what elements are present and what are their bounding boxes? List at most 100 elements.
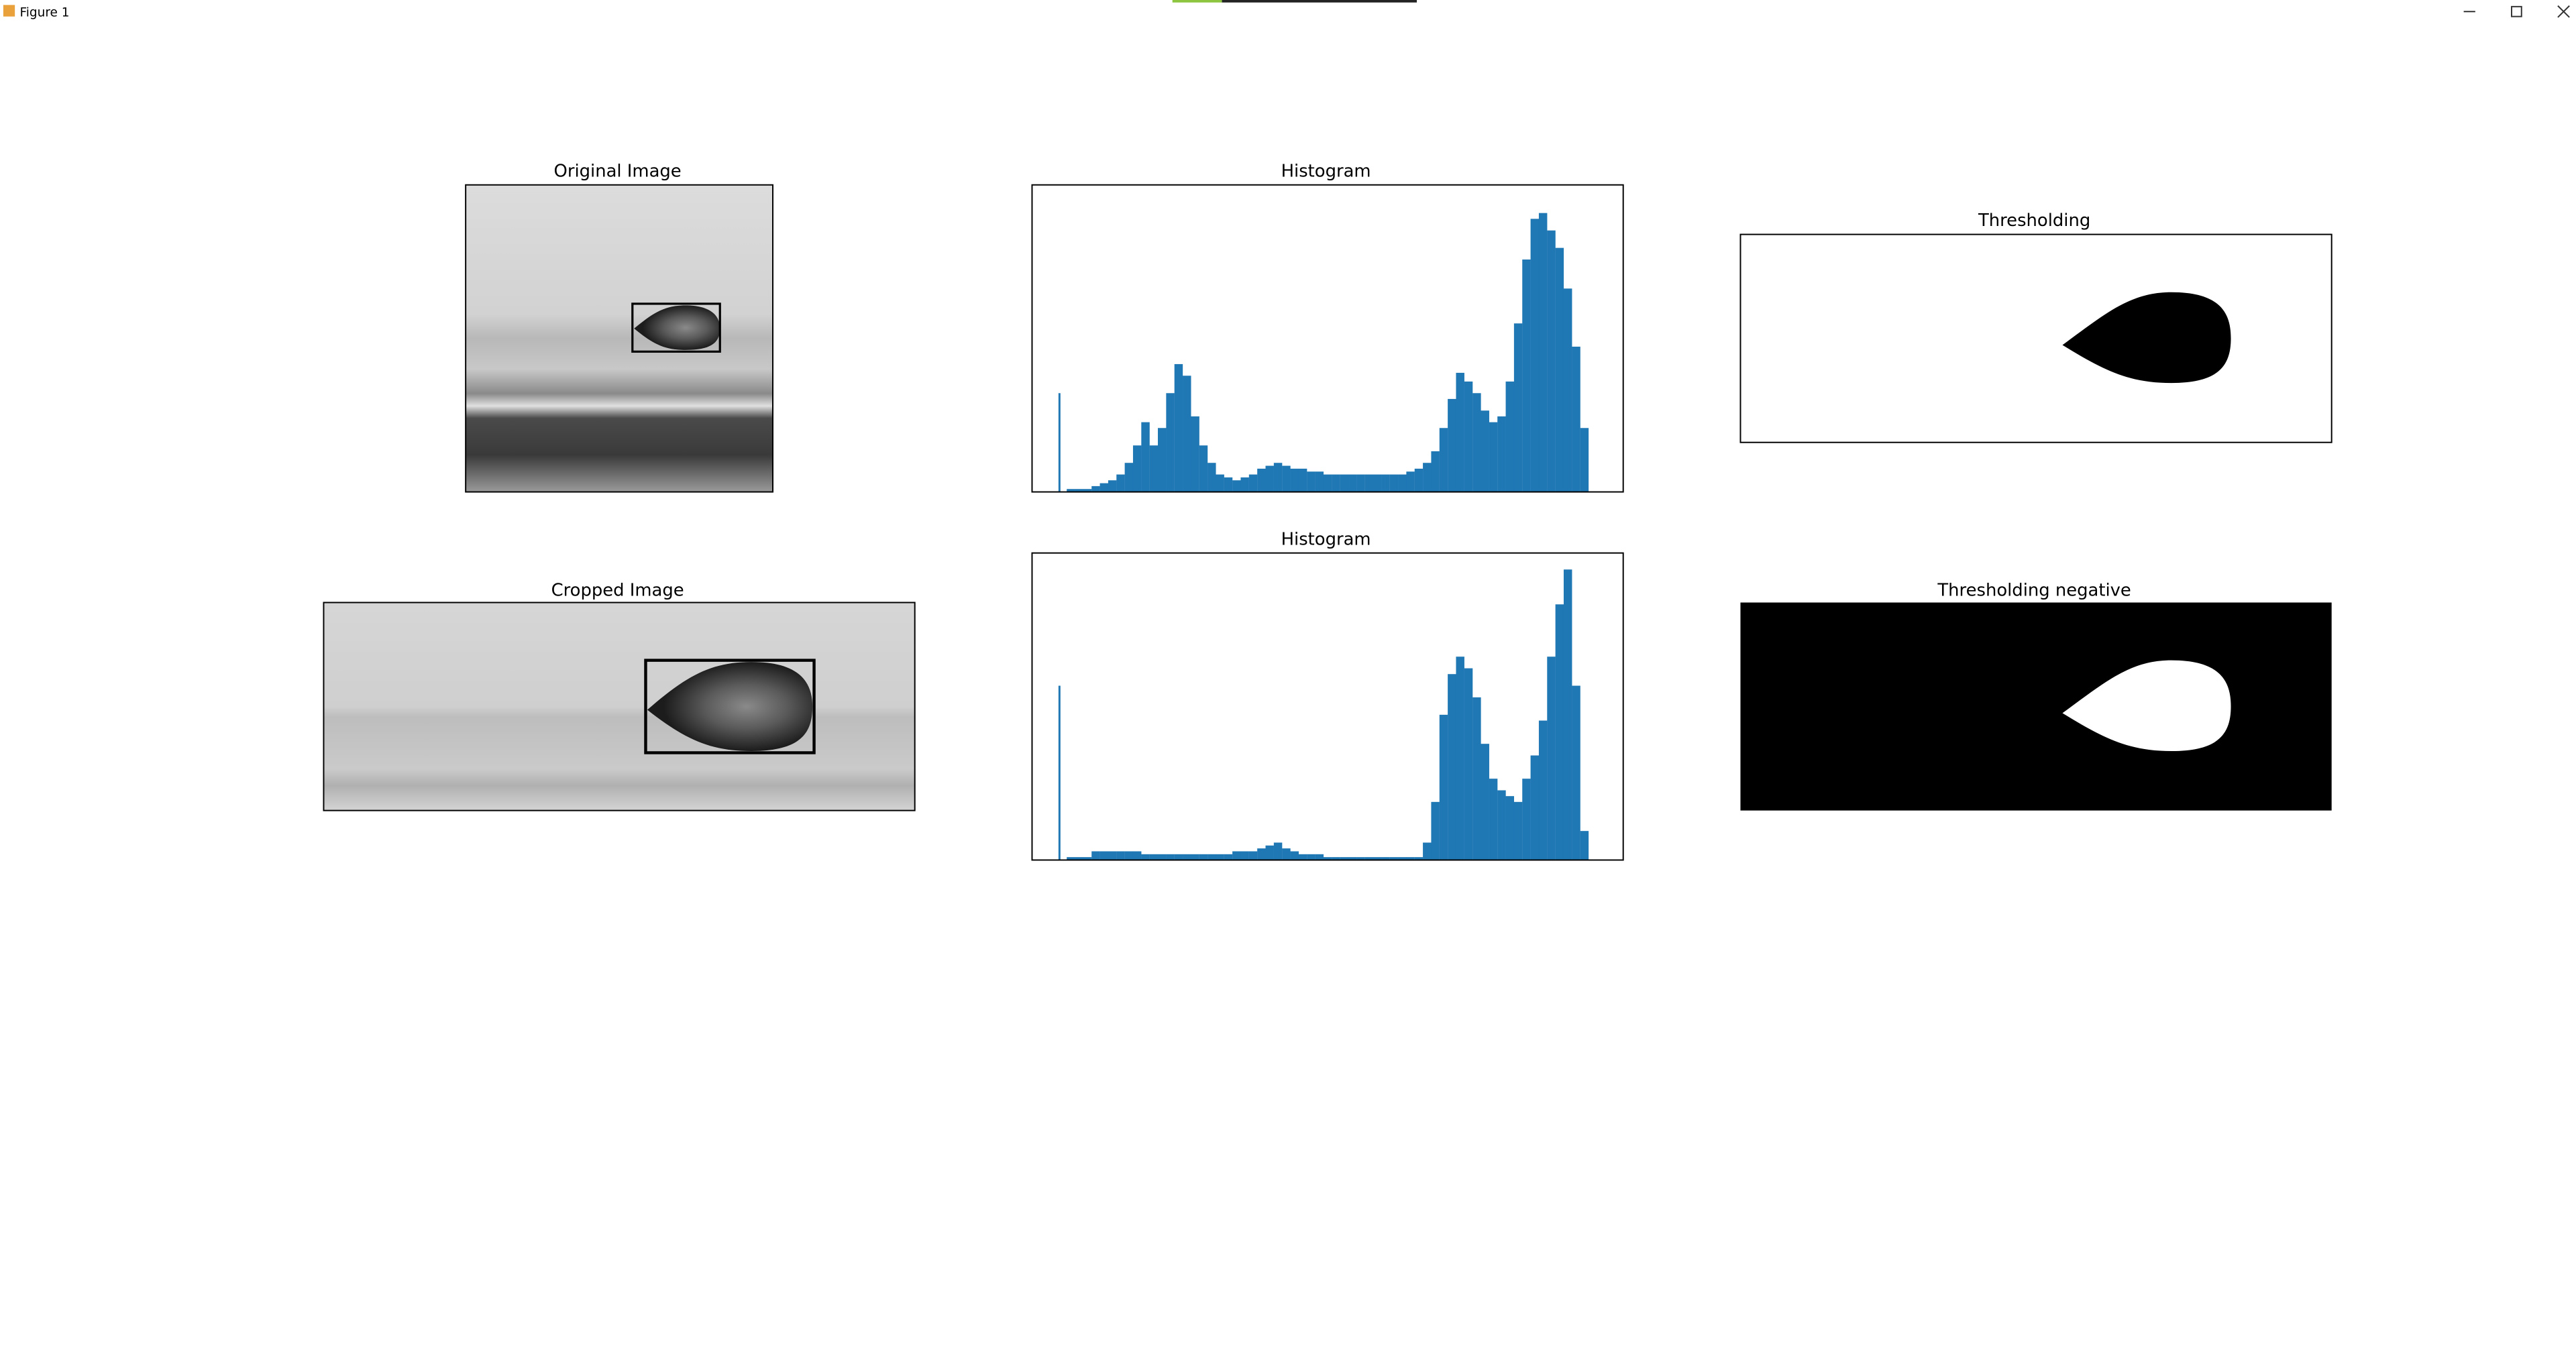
app-icon — [3, 5, 15, 17]
histogram-bar — [1414, 857, 1424, 860]
histogram-bar — [1099, 483, 1109, 492]
histogram-bar — [1431, 801, 1440, 860]
histogram-bar — [1381, 857, 1390, 860]
histogram-bar — [1406, 857, 1415, 860]
histogram-bar — [1273, 463, 1283, 492]
histogram-bar — [1555, 247, 1564, 492]
histogram-bar — [1091, 486, 1100, 492]
histogram-bar — [1248, 474, 1258, 492]
histogram-bar — [1058, 685, 1061, 860]
panel-title: Thresholding — [1978, 211, 2090, 231]
histogram-bar — [1075, 489, 1084, 492]
histogram-bar — [1298, 468, 1307, 492]
histogram-bar — [1572, 685, 1580, 860]
histogram-bar — [1472, 697, 1481, 860]
histogram-bar — [1174, 854, 1183, 860]
histogram-bar — [1439, 428, 1448, 492]
histogram-bar — [1174, 363, 1183, 492]
histogram-bar — [1307, 471, 1316, 492]
histogram-bar — [1431, 451, 1440, 492]
histogram-bar — [1232, 851, 1241, 860]
histogram-bar — [1373, 474, 1382, 492]
histogram-bar — [1166, 393, 1175, 492]
histogram-bar — [1323, 474, 1332, 492]
histogram-bar — [1224, 477, 1233, 492]
histogram-bar — [1530, 219, 1540, 492]
histogram-bar — [1265, 465, 1274, 492]
histogram-bar — [1505, 381, 1515, 492]
histogram-bar — [1099, 851, 1109, 860]
histogram-frame — [1031, 552, 1624, 861]
histogram-bar — [1058, 393, 1061, 492]
histogram-bar — [1199, 854, 1208, 860]
histogram-bar — [1555, 604, 1564, 860]
histogram-bar — [1563, 288, 1572, 492]
histogram-bar — [1149, 854, 1159, 860]
histogram-bar — [1356, 474, 1365, 492]
panel-title: Thresholding negative — [1937, 581, 2131, 601]
histogram-bar — [1373, 857, 1382, 860]
restore-button[interactable] — [2511, 5, 2522, 17]
histogram-bar — [1439, 714, 1448, 860]
histogram-bar — [1423, 463, 1432, 492]
histogram-bar — [1282, 848, 1291, 860]
histogram-bar — [1240, 477, 1249, 492]
histogram-bar — [1381, 474, 1390, 492]
histogram-bar — [1398, 474, 1407, 492]
histogram-bar — [1448, 674, 1456, 860]
histogram-bar — [1191, 416, 1199, 492]
histogram-bar — [1075, 857, 1084, 860]
histogram-bar — [1497, 790, 1506, 860]
histogram-bar — [1580, 428, 1589, 492]
progress-accent — [1172, 0, 1222, 3]
histogram-bar — [1166, 854, 1175, 860]
histogram-bar — [1224, 854, 1233, 860]
histogram-bar — [1389, 474, 1399, 492]
histogram-bar — [1497, 416, 1506, 492]
histogram-bar — [1547, 657, 1556, 860]
histogram-bar — [1257, 468, 1266, 492]
histogram-bar — [1456, 657, 1464, 860]
histogram-bar — [1538, 213, 1548, 492]
histogram-bar — [1340, 857, 1349, 860]
histogram-bar — [1108, 851, 1117, 860]
histogram-bars — [1058, 213, 1589, 860]
histogram-bar — [1356, 857, 1365, 860]
histogram-bar — [1158, 428, 1167, 492]
histogram-bar — [1273, 842, 1283, 860]
histogram-bar — [1456, 372, 1464, 492]
histogram-bar — [1513, 323, 1523, 492]
histogram-bar — [1083, 489, 1092, 492]
histogram-bar — [1448, 398, 1456, 492]
histogram-bar — [1315, 471, 1324, 492]
histogram-bar — [1489, 779, 1498, 860]
histogram-bar — [1315, 854, 1324, 860]
histogram-bar — [1290, 851, 1299, 860]
panel-title: Cropped Image — [551, 581, 684, 601]
original-image — [465, 184, 773, 493]
cropped-image — [323, 602, 916, 811]
histogram-bar — [1332, 857, 1340, 860]
histogram-bar — [1124, 463, 1134, 492]
histogram-bar — [1248, 851, 1258, 860]
histogram-bar — [1323, 857, 1332, 860]
histogram-bar — [1414, 468, 1424, 492]
panel-title: Histogram — [1281, 529, 1371, 549]
histogram-bar — [1091, 851, 1100, 860]
histogram-bar — [1580, 831, 1589, 860]
histogram-bar — [1290, 468, 1299, 492]
threshold-image — [1739, 233, 2332, 443]
histogram-bar — [1464, 381, 1473, 492]
histogram-bar — [1232, 480, 1241, 492]
histogram-bar — [1116, 474, 1125, 492]
progress-bar — [1222, 0, 1417, 3]
histogram-bar — [1530, 755, 1540, 860]
histogram-bar — [1364, 474, 1374, 492]
histogram-bar — [1183, 854, 1191, 860]
close-button[interactable] — [2557, 5, 2570, 18]
histogram-bar — [1332, 474, 1340, 492]
histogram-bar — [1132, 445, 1142, 492]
histogram-bar — [1472, 393, 1481, 492]
histogram-bar — [1282, 465, 1291, 492]
window-title: Figure 1 — [20, 6, 70, 20]
